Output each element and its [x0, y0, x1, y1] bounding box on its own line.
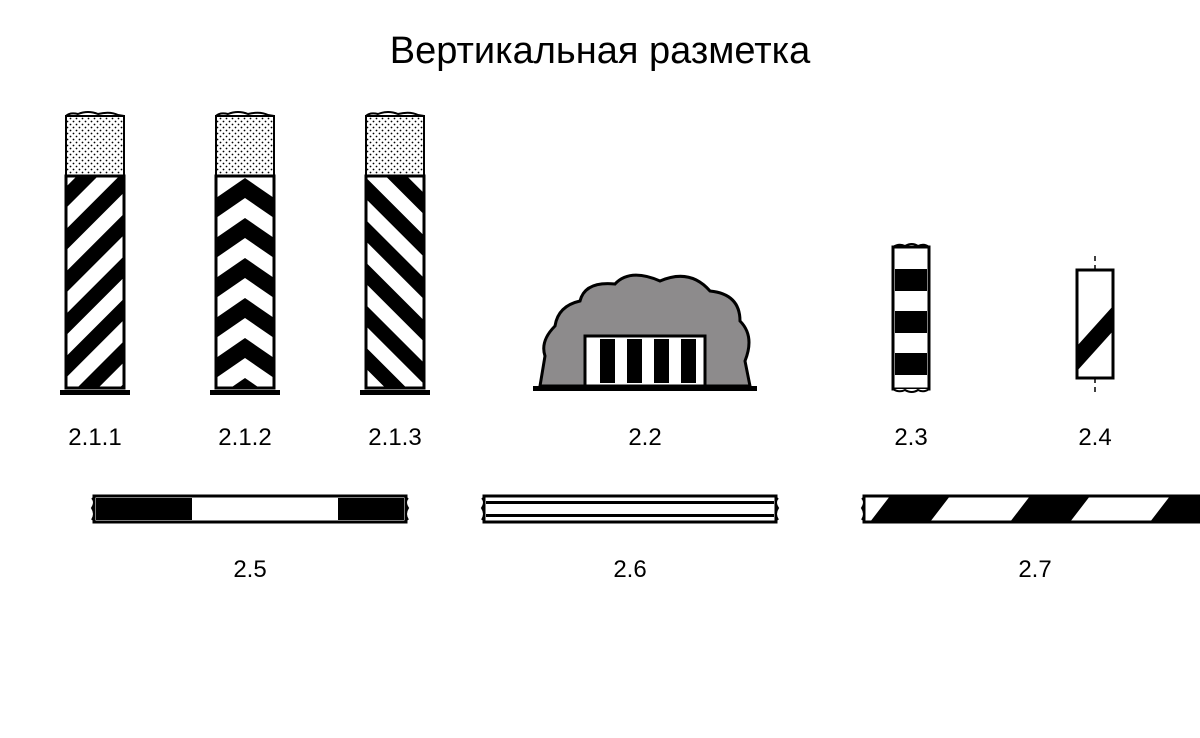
- label-2-1-2: 2.1.2: [218, 424, 271, 452]
- page-title: Вертикальная разметка: [0, 30, 1200, 73]
- item-2-4: 2.4: [1072, 256, 1118, 452]
- item-2-5: 2.5: [90, 492, 410, 584]
- bar-2-5-svg: [90, 492, 410, 528]
- tunnel-2-2-svg: [530, 246, 760, 396]
- label-2-5: 2.5: [233, 556, 266, 584]
- bar-2-6-svg: [480, 492, 780, 528]
- post-2-4-svg: [1072, 256, 1118, 396]
- item-2-6: 2.6: [480, 492, 780, 584]
- post-2-3-svg: [890, 241, 932, 396]
- item-2-7: 2.7: [860, 492, 1200, 584]
- label-2-3: 2.3: [894, 424, 927, 452]
- item-2-2: 2.2: [530, 246, 760, 452]
- item-2-1-1: 2.1.1: [60, 108, 130, 452]
- bar-2-7-svg: [860, 492, 1200, 528]
- item-2-3: 2.3: [890, 241, 932, 452]
- item-2-1-2: 2.1.2: [210, 108, 280, 452]
- row-1: 2.1.1 2.1.2: [0, 108, 1200, 452]
- pillar-2-1-3-svg: [360, 108, 430, 396]
- label-2-2: 2.2: [628, 424, 661, 452]
- item-2-1-3: 2.1.3: [360, 108, 430, 452]
- row-2: 2.5 2.6 2.7: [0, 492, 1200, 584]
- label-2-6: 2.6: [613, 556, 646, 584]
- label-2-7: 2.7: [1018, 556, 1051, 584]
- label-2-4: 2.4: [1078, 424, 1111, 452]
- label-2-1-1: 2.1.1: [68, 424, 121, 452]
- label-2-1-3: 2.1.3: [368, 424, 421, 452]
- pillar-2-1-2-svg: [210, 108, 280, 396]
- pillar-2-1-1-svg: [60, 108, 130, 396]
